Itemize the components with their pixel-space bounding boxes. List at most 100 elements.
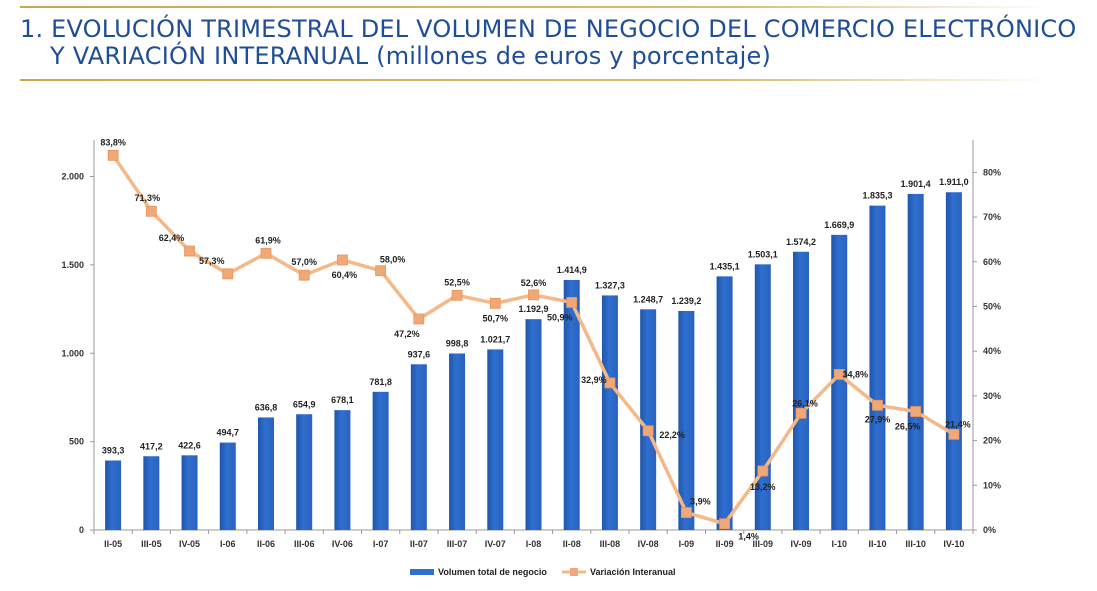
legend-line-label: Variación Interanual bbox=[590, 567, 676, 577]
line-marker bbox=[451, 289, 463, 301]
line-marker bbox=[642, 425, 654, 437]
y-right-tick-label: 80% bbox=[983, 167, 1001, 177]
bar bbox=[793, 251, 810, 531]
y-right-tick-label: 30% bbox=[983, 391, 1001, 401]
y-left-tick-label: 500 bbox=[69, 437, 84, 447]
bar bbox=[143, 456, 160, 530]
bar bbox=[563, 279, 580, 530]
bar bbox=[831, 234, 848, 530]
line-value-label: 26,1% bbox=[792, 398, 818, 408]
line-marker bbox=[145, 205, 157, 217]
bar bbox=[296, 414, 313, 530]
bar-value-label: 937,6 bbox=[408, 349, 431, 359]
line-value-label: 71,3% bbox=[135, 193, 161, 203]
x-tick-label: II-10 bbox=[868, 539, 886, 549]
line-marker bbox=[604, 377, 616, 389]
bar bbox=[716, 276, 733, 530]
y-left-tick-label: 0 bbox=[79, 525, 84, 535]
bar bbox=[869, 205, 886, 530]
bar-value-label: 636,8 bbox=[255, 402, 278, 412]
legend-line-marker bbox=[570, 568, 578, 576]
line-marker bbox=[795, 407, 807, 419]
title-bottom-rule bbox=[20, 79, 1050, 81]
line-value-label: 47,2% bbox=[394, 329, 420, 339]
bar-value-label: 1.901,4 bbox=[901, 179, 931, 189]
line-marker bbox=[948, 428, 960, 440]
line-marker bbox=[107, 149, 119, 161]
bar bbox=[257, 417, 274, 530]
y-right-tick-label: 40% bbox=[983, 346, 1001, 356]
line-series bbox=[107, 149, 960, 530]
x-tick-label: III-08 bbox=[600, 539, 621, 549]
x-tick-label: IV-05 bbox=[179, 539, 200, 549]
line-marker bbox=[566, 297, 578, 308]
x-tick-label: I-10 bbox=[831, 539, 847, 549]
bar-value-label: 1.021,7 bbox=[480, 334, 510, 344]
y-left-tick-label: 1.500 bbox=[61, 260, 84, 270]
bar-value-label: 1.414,9 bbox=[557, 265, 587, 275]
bar-value-label: 678,1 bbox=[331, 395, 354, 405]
x-tick-label: III-06 bbox=[294, 539, 315, 549]
x-tick-label: II-05 bbox=[104, 539, 122, 549]
x-tick-label: I-09 bbox=[679, 539, 695, 549]
bar bbox=[410, 364, 427, 530]
line-value-label: 21,4% bbox=[945, 419, 971, 429]
bar bbox=[525, 319, 542, 530]
bar-value-label: 417,2 bbox=[140, 441, 163, 451]
bar-value-label: 1.574,2 bbox=[786, 237, 816, 247]
line-value-label: 26,5% bbox=[895, 422, 921, 432]
line-marker bbox=[833, 369, 845, 380]
title-line-2: Y VARIACIÓN INTERANUAL (millones de euro… bbox=[50, 42, 772, 70]
line-marker bbox=[872, 399, 883, 411]
x-tick-label: III-09 bbox=[753, 539, 774, 549]
line-value-label: 22,2% bbox=[659, 430, 685, 440]
bar-value-label: 1.239,2 bbox=[671, 296, 701, 306]
y-right-tick-label: 70% bbox=[983, 212, 1001, 222]
bar-value-label: 1.327,3 bbox=[595, 280, 625, 290]
bar-value-label: 654,9 bbox=[293, 399, 316, 409]
chart-legend: Volumen total de negocio Variación Intera… bbox=[410, 567, 676, 577]
bar-value-label: 1.911,0 bbox=[939, 177, 969, 187]
x-tick-label: IV-08 bbox=[638, 539, 659, 549]
legend-bar-swatch bbox=[410, 569, 434, 575]
legend-bar-label: Volumen total de negocio bbox=[438, 567, 547, 577]
line-value-label: 62,4% bbox=[159, 233, 185, 243]
bar bbox=[372, 391, 389, 530]
bar bbox=[334, 410, 351, 530]
line-value-label: 58,0% bbox=[380, 255, 406, 265]
bar-series bbox=[105, 192, 962, 531]
bar-value-label: 1.248,7 bbox=[633, 294, 663, 304]
line-marker bbox=[489, 297, 501, 309]
bar-value-label: 1.669,9 bbox=[824, 220, 854, 230]
bar-value-label: 781,8 bbox=[369, 377, 392, 387]
line-value-label: 60,4% bbox=[332, 270, 358, 280]
bar-value-label: 1.192,9 bbox=[518, 304, 548, 314]
line-value-label: 57,3% bbox=[199, 256, 225, 266]
bar-value-label: 393,3 bbox=[102, 445, 125, 455]
x-tick-label: II-06 bbox=[257, 539, 275, 549]
title-line-1: 1. EVOLUCIÓN TRIMESTRAL DEL VOLUMEN DE N… bbox=[20, 15, 1077, 43]
line-marker bbox=[413, 313, 425, 325]
bar-value-label: 1.835,3 bbox=[862, 191, 892, 201]
line-marker bbox=[528, 289, 539, 301]
x-tick-label: II-09 bbox=[716, 539, 734, 549]
line-marker bbox=[337, 254, 348, 266]
line-marker bbox=[375, 265, 387, 277]
line-marker bbox=[719, 518, 730, 530]
y-right-tick-label: 50% bbox=[983, 301, 1001, 311]
line-marker bbox=[757, 465, 769, 477]
line-value-label: 27,9% bbox=[865, 414, 891, 424]
x-tick-label: IV-10 bbox=[943, 539, 964, 549]
x-tick-label: III-05 bbox=[141, 539, 162, 549]
line-value-label: 61,9% bbox=[255, 235, 281, 245]
page-title: 1. EVOLUCIÓN TRIMESTRAL DEL VOLUMEN DE N… bbox=[20, 15, 1077, 70]
chart-axes: 0 500 1.000 1.500 2.000 0% 10% 20% 30% 40% 50% 60% 7… bbox=[61, 140, 1001, 549]
bar bbox=[945, 192, 962, 530]
bar bbox=[678, 310, 695, 530]
x-tick-label: III-07 bbox=[447, 539, 468, 549]
line-value-label: 50,9% bbox=[547, 312, 573, 322]
line-value-label: 32,9% bbox=[581, 375, 607, 385]
y-right-tick-label: 10% bbox=[983, 480, 1001, 490]
bar-value-label: 1.435,1 bbox=[710, 261, 740, 271]
